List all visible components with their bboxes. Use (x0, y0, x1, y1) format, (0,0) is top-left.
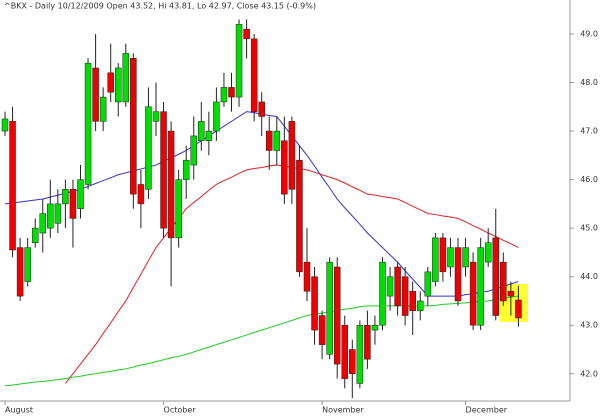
moving-average (4, 295, 519, 387)
y-tick-label: 44.0 (580, 272, 598, 281)
candle-body (9, 121, 16, 251)
candle-body (16, 247, 24, 297)
x-tick-label: November (322, 406, 364, 415)
candle-body (167, 130, 175, 239)
candle-body (152, 111, 160, 122)
y-tick-label: 49.0 (580, 29, 598, 38)
y-tick-label: 42.0 (580, 369, 598, 378)
candle-body (84, 62, 92, 185)
candle-body (258, 101, 265, 117)
candle-body (401, 276, 409, 316)
candle-body (145, 106, 152, 190)
candle-body (318, 315, 326, 345)
candle-body (77, 179, 84, 209)
candle-body (394, 266, 401, 307)
candle-body (333, 266, 341, 365)
candle-body (198, 121, 205, 142)
candle-body (220, 87, 228, 103)
candle-body (281, 140, 288, 195)
candle-body (386, 276, 394, 297)
candle-body (39, 213, 46, 234)
candle-body (356, 324, 364, 384)
y-tick-label: 45.0 (580, 224, 598, 233)
y-tick-label: 48.0 (580, 78, 598, 87)
candle-body (424, 271, 432, 297)
candle-body (47, 203, 54, 229)
candle-body (311, 276, 318, 331)
candle-body (409, 291, 416, 311)
candle-body (288, 121, 296, 190)
candle-body (515, 299, 522, 319)
candle-body (99, 96, 107, 122)
candle-body (115, 67, 122, 103)
candle-body (273, 130, 281, 151)
candle-body (417, 300, 424, 311)
candle-body (432, 237, 439, 282)
candle-body (500, 261, 507, 302)
candle-body (462, 247, 469, 268)
candle-body (205, 130, 213, 142)
candle-body (296, 159, 303, 273)
chart-title: ^BKX - Daily 10/12/2009 Open 43.52, Hi 4… (4, 2, 316, 11)
candle-body (477, 247, 484, 326)
candle-body (243, 28, 250, 40)
candle-body (62, 189, 69, 205)
y-tick-label: 43.0 (580, 321, 598, 330)
candle-body (364, 324, 371, 360)
x-tick-label: August (5, 406, 33, 415)
candle-body (379, 261, 386, 326)
candle-body (24, 247, 31, 282)
candle-body (182, 159, 190, 180)
candle-body (235, 24, 243, 98)
candle-body (492, 237, 499, 316)
candle-body (122, 53, 130, 103)
candle-body (160, 111, 167, 229)
candle-body (1, 118, 9, 132)
x-tick-label: December (466, 406, 508, 415)
candle-body (92, 67, 99, 122)
x-tick-label: October (164, 406, 197, 415)
candle-body (447, 247, 454, 268)
candle-body (266, 130, 273, 151)
candle-body (69, 189, 77, 219)
candle-body (137, 184, 145, 205)
candle-body (250, 38, 258, 112)
candle-body (303, 261, 311, 292)
candle-body (469, 261, 477, 326)
candle-body (439, 237, 447, 273)
candle-body (349, 349, 356, 375)
candle-body (107, 72, 114, 93)
candle-body (341, 324, 348, 379)
candle-body (507, 291, 515, 297)
y-tick-label: 46.0 (580, 175, 598, 184)
candle-body (326, 261, 333, 355)
candle-body (130, 58, 137, 195)
candle-body (190, 135, 197, 166)
candle-body (213, 101, 220, 132)
candle-body (484, 242, 492, 263)
y-tick-label: 47.0 (580, 127, 598, 136)
candle-body (31, 227, 39, 243)
candle-body (454, 247, 462, 302)
candle-body (228, 87, 235, 98)
candle-body (371, 324, 379, 331)
candle-body (175, 179, 182, 239)
candle-body (54, 203, 62, 224)
